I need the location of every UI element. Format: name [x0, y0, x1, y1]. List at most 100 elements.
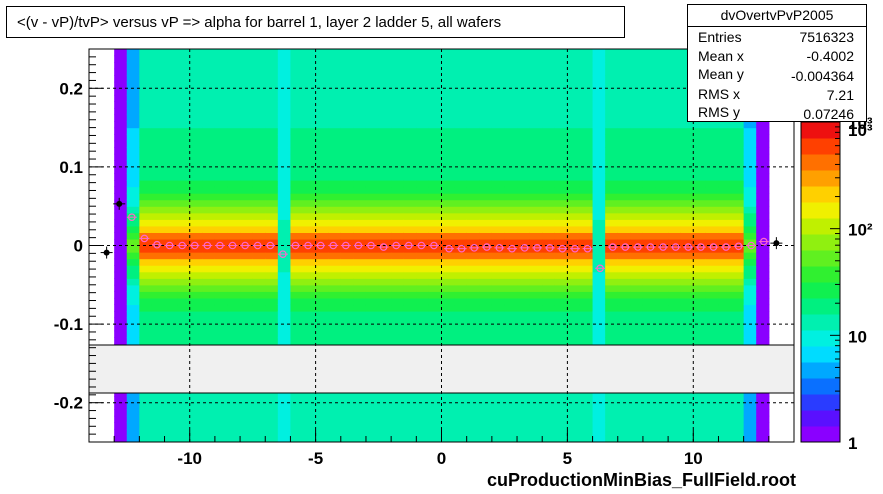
heat-cell [642, 121, 657, 129]
heat-cell [542, 212, 556, 220]
heat-cell [126, 271, 140, 279]
heat-cell [542, 225, 556, 233]
heat-cell [227, 107, 241, 116]
heat-cell [126, 147, 140, 155]
heat-cell [756, 173, 770, 181]
heat-cell [403, 75, 417, 83]
heat-cell [378, 422, 392, 430]
heat-cell [227, 166, 241, 175]
heat-cell [252, 428, 266, 437]
heat-cell [642, 324, 657, 332]
heat-cell [466, 324, 480, 332]
heat-cell [517, 422, 531, 430]
heat-cell [504, 94, 518, 102]
heat-cell [567, 173, 581, 181]
heat-cell [517, 121, 531, 129]
heat-cell [542, 304, 556, 312]
heat-cell [428, 153, 443, 161]
heat-cell [718, 428, 732, 437]
heat-cell [290, 160, 304, 168]
heat-cell [303, 114, 317, 122]
heat-cell [705, 278, 720, 286]
heat-cell [579, 186, 594, 194]
heat-cell [491, 258, 506, 266]
heat-cell [605, 219, 619, 227]
heat-cell [441, 435, 455, 442]
heat-cell [139, 140, 153, 148]
heat-cell [617, 140, 631, 148]
heat-cell [428, 101, 443, 109]
heat-cell [554, 193, 568, 201]
heat-cell [328, 409, 342, 417]
heat-cell [642, 94, 657, 102]
heat-cell [151, 330, 166, 338]
heat-cell [743, 219, 757, 227]
heat-cell [756, 199, 770, 207]
heat-cell [731, 311, 745, 319]
heat-cell [114, 68, 128, 76]
heat-cell [303, 193, 317, 201]
heat-cell [416, 140, 430, 148]
heat-cell [303, 140, 317, 148]
heat-cell [114, 435, 128, 442]
heat-cell [252, 265, 266, 273]
heat-cell [164, 212, 178, 220]
heat-cell [189, 55, 203, 63]
heat-cell [693, 160, 707, 168]
heat-cell [139, 107, 153, 116]
heat-cell [428, 265, 443, 273]
heat-cell [365, 160, 380, 168]
heat-cell [567, 206, 581, 214]
heat-cell [353, 317, 367, 325]
heat-cell [454, 75, 468, 83]
heat-cell [680, 153, 694, 161]
heat-cell [542, 107, 556, 116]
heat-cell [378, 304, 392, 312]
heat-cell [265, 160, 279, 168]
heat-cell [240, 101, 254, 109]
heat-cell [202, 245, 216, 253]
heat-cell [227, 232, 241, 240]
heat-cell [466, 317, 480, 325]
heat-cell [126, 297, 140, 306]
heat-cell [579, 88, 594, 96]
heat-cell [718, 180, 732, 188]
chart-title: <(v - vP)/tvP> versus vP => alpha for ba… [17, 14, 502, 31]
heat-cell [731, 284, 745, 292]
heat-cell [378, 278, 392, 286]
heat-cell [202, 402, 216, 410]
stat-value-rms-y: 0.07246 [803, 106, 854, 122]
heat-cell [466, 180, 480, 188]
heat-cell [177, 81, 191, 89]
heat-cell [240, 114, 254, 122]
heat-cell [126, 94, 140, 102]
heat-cell [164, 88, 178, 96]
heat-cell [630, 297, 644, 306]
heat-cell [151, 304, 166, 312]
heat-cell [240, 81, 254, 89]
heat-cell [114, 225, 128, 233]
profile-point [304, 241, 312, 250]
heat-cell [592, 81, 606, 89]
heat-cell [504, 297, 518, 306]
heat-cell [592, 225, 606, 233]
heat-cell [554, 311, 568, 319]
heat-cell [529, 173, 543, 181]
heat-cell [731, 173, 745, 181]
heat-cell [277, 225, 292, 233]
heat-cell [202, 409, 216, 417]
heat-cell [441, 428, 455, 437]
heat-cell [303, 147, 317, 155]
heat-cell [202, 206, 216, 214]
heat-cell [680, 402, 694, 410]
profile-points [100, 197, 783, 273]
heat-cell [202, 153, 216, 161]
heat-cell [340, 160, 354, 168]
heat-cell [579, 291, 594, 299]
heat-cell [151, 114, 166, 122]
heat-cell [114, 153, 128, 161]
heat-cell [517, 134, 531, 142]
heat-cell [491, 94, 506, 102]
heat-cell [542, 173, 556, 181]
heat-cell [592, 166, 606, 175]
